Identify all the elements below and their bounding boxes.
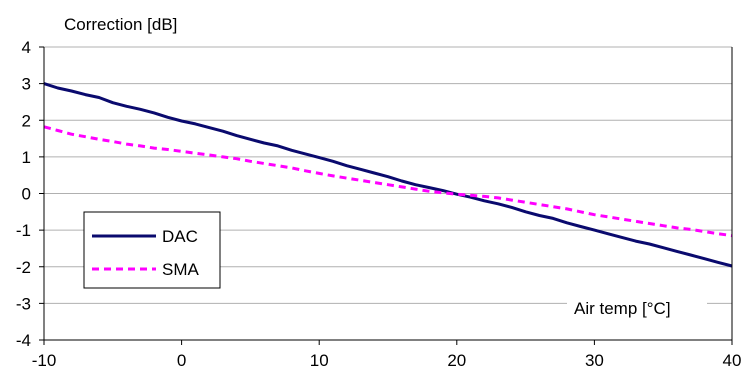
x-axis-title-background [567,291,707,323]
x-tick-labels: -10 0 10 20 30 40 [32,340,742,370]
legend-label-dac: DAC [162,227,198,246]
x-tick-label: -10 [32,351,57,370]
y-tick-label: 3 [22,75,31,94]
series-lines [43,82,733,268]
legend-box [83,211,221,289]
y-tick-label: -4 [16,331,31,350]
y-axis-title: Correction [dB] [64,15,177,34]
legend-label-sma: SMA [162,260,200,279]
y-tick-label: -3 [16,294,31,313]
x-tick-label: 0 [177,351,186,370]
legend: DAC SMA [83,211,221,289]
y-tick-label: -2 [16,258,31,277]
series-line-dac [43,82,733,268]
y-tick-label: 4 [22,38,31,57]
y-tick-labels: 4 3 2 1 0 -1 -2 -3 -4 [16,38,44,350]
x-tick-label: 40 [723,351,742,370]
x-tick-label: 20 [447,351,466,370]
x-tick-label: 10 [310,351,329,370]
series-line-sma [43,125,733,238]
x-axis-title: Air temp [°C] [574,299,671,318]
y-tick-label: 1 [22,148,31,167]
x-tick-label: 30 [585,351,604,370]
y-tick-label: -1 [16,221,31,240]
y-tick-label: 2 [22,111,31,130]
y-tick-label: 0 [22,185,31,204]
